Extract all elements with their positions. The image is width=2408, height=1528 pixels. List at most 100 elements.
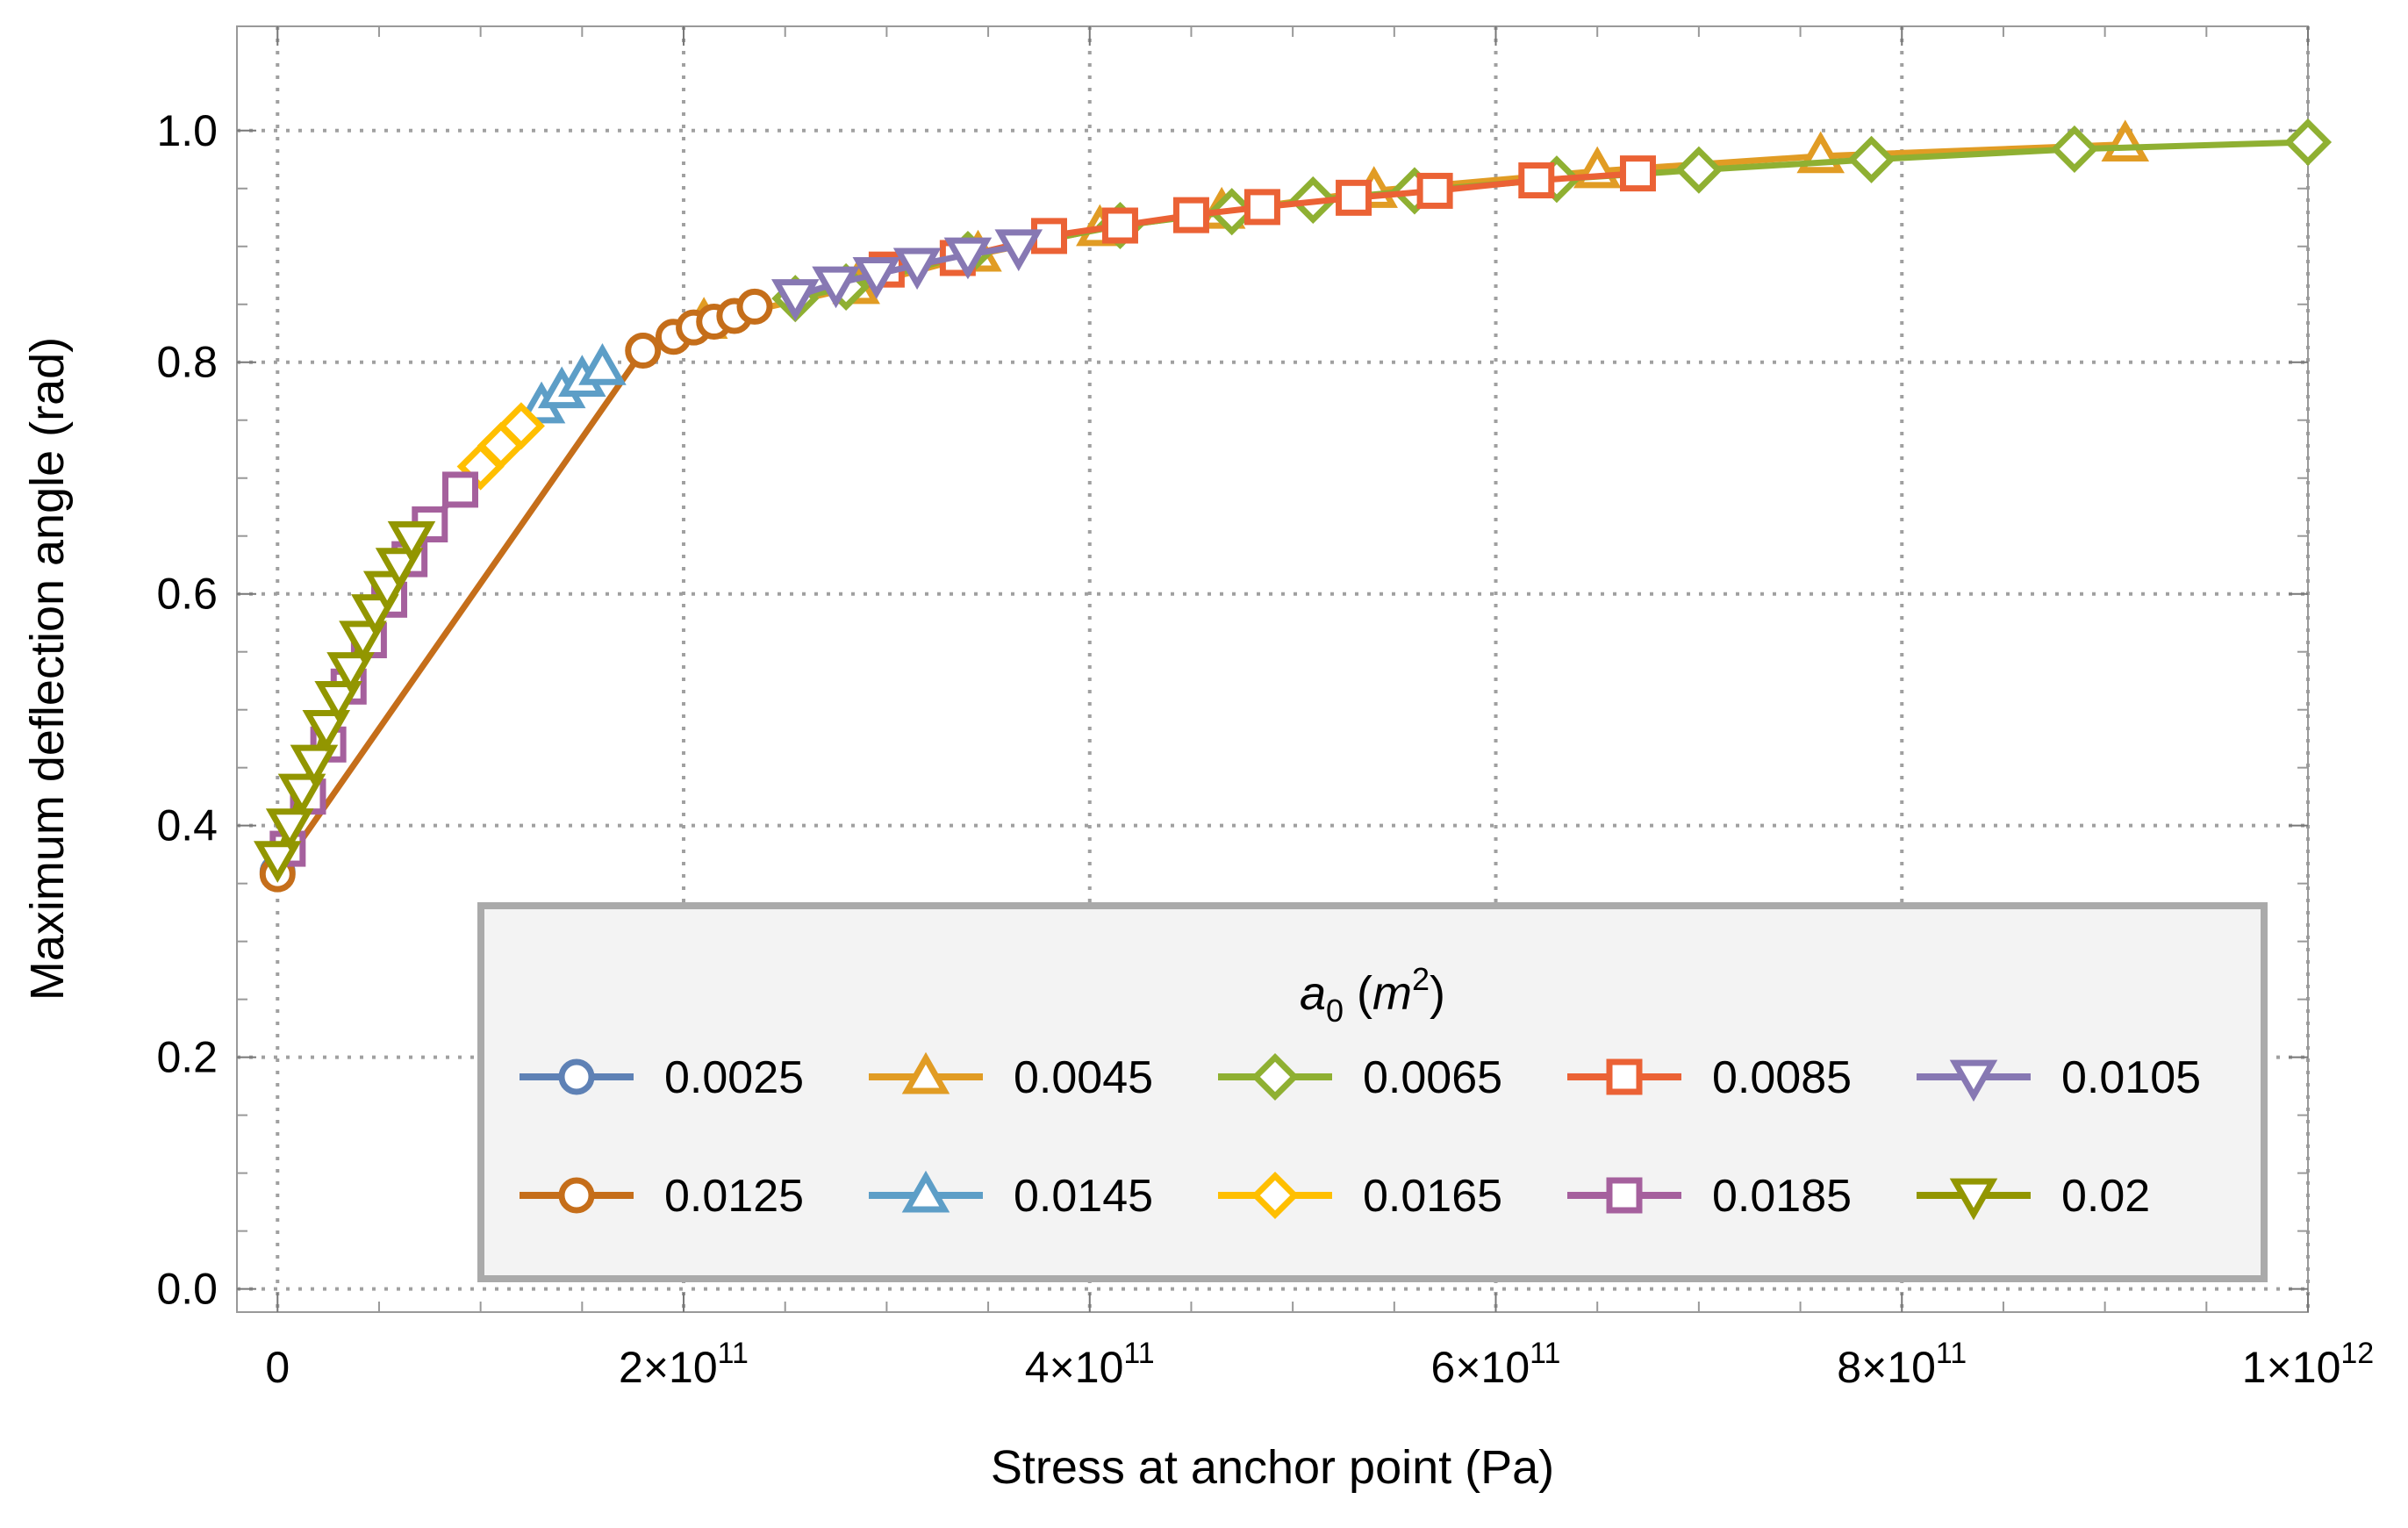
- data-point: [265, 808, 314, 850]
- data-point: [625, 333, 662, 369]
- data-point: [253, 841, 302, 883]
- series-0.0125: [259, 288, 773, 893]
- legend: a0 (m2) 0.0025 0.0045 0.0065 0.0085 0.0105 0.…: [477, 902, 2268, 1282]
- data-point: [339, 621, 387, 664]
- legend-label: 0.0105: [2061, 1052, 2201, 1103]
- series-0.0165: [456, 402, 545, 491]
- series-0.0105: [770, 229, 1043, 321]
- data-point: [375, 548, 424, 591]
- legend-entry-0.02: 0.02: [1917, 1171, 2150, 1222]
- data-point: [943, 237, 993, 280]
- x-axis-title: Stress at anchor point (Pa): [991, 1441, 1554, 1494]
- legend-swatch-marker: [1606, 1177, 1643, 1214]
- x-tick-label: 6×1011: [1431, 1337, 1561, 1392]
- data-point: [277, 773, 326, 816]
- data-point: [2050, 125, 2098, 173]
- legend-label: 0.0085: [1712, 1052, 1852, 1103]
- legend-entry-0.0025: 0.0025: [520, 1052, 804, 1103]
- data-point: [2283, 118, 2333, 167]
- y-tick-label: 0.6: [156, 570, 218, 619]
- x-tick-label: 1×1012: [2242, 1337, 2374, 1392]
- legend-entry-0.0145: 0.0145: [869, 1170, 1153, 1222]
- legend-swatch-marker: [558, 1177, 595, 1214]
- data-point: [1243, 189, 1280, 226]
- legend-entry-0.0045: 0.0045: [869, 1051, 1153, 1103]
- legend-title: a0 (m2): [1300, 961, 1445, 1029]
- x-tick-label-base: 6×10: [1431, 1343, 1530, 1392]
- legend-title-base: a: [1300, 967, 1326, 1020]
- data-point: [314, 681, 362, 723]
- legend-title-sub: 0: [1326, 993, 1344, 1029]
- data-point: [1619, 155, 1656, 192]
- data-point: [1030, 218, 1067, 255]
- legend-entry-0.0105: 0.0105: [1917, 1052, 2201, 1103]
- x-tick-label-base: 2×10: [619, 1343, 718, 1392]
- legend-label: 0.0025: [664, 1052, 804, 1103]
- axis-ticks: 0.00.20.40.60.81.00 2×1011 4×1011 6×1011 8×1…: [156, 26, 2374, 1392]
- y-tick-label: 0.0: [156, 1265, 218, 1314]
- legend-swatch-marker: [1949, 1178, 1998, 1221]
- data-point: [1518, 162, 1555, 199]
- data-point: [892, 247, 942, 291]
- legend-swatch-marker: [1949, 1059, 1998, 1102]
- data-point: [770, 279, 820, 321]
- series-group: [253, 118, 2333, 893]
- x-tick-label-exponent: 11: [1123, 1337, 1154, 1370]
- series-0.0145: [517, 343, 627, 424]
- legend-label: 0.0125: [664, 1171, 804, 1222]
- x-tick-label-base: 0: [265, 1343, 290, 1392]
- data-point: [302, 710, 351, 752]
- legend-swatch-marker: [901, 1170, 950, 1213]
- x-tick-label: 0: [265, 1343, 290, 1392]
- legend-title-unit-exp: 2: [1412, 961, 1430, 997]
- data-point: [994, 229, 1043, 272]
- legend-entry-0.0165: 0.0165: [1218, 1171, 1502, 1222]
- data-point: [1101, 207, 1138, 244]
- data-point: [578, 343, 627, 385]
- x-tick-label-base: 8×10: [1837, 1343, 1936, 1392]
- data-point: [1336, 179, 1372, 216]
- y-tick-label: 0.4: [156, 801, 218, 850]
- data-point: [442, 471, 479, 508]
- legend-label: 0.02: [2061, 1171, 2150, 1222]
- data-point: [326, 652, 375, 694]
- legend-label: 0.0145: [1014, 1171, 1153, 1222]
- legend-entry-0.0185: 0.0185: [1567, 1171, 1852, 1222]
- y-tick-label: 0.8: [156, 338, 218, 387]
- legend-label: 0.0065: [1363, 1052, 1502, 1103]
- plot-frame: [236, 25, 2309, 1313]
- legend-swatch-marker: [1251, 1052, 1300, 1101]
- data-point: [736, 288, 773, 325]
- x-tick-label-exponent: 11: [718, 1337, 749, 1370]
- legend-label: 0.0045: [1014, 1052, 1153, 1103]
- data-point: [1172, 197, 1209, 233]
- legend-label: 0.0185: [1712, 1171, 1852, 1222]
- legend-entry-0.0085: 0.0085: [1567, 1052, 1852, 1103]
- y-axis-title: Maximum deflection angle (rad): [21, 337, 74, 1001]
- y-tick-label: 1.0: [156, 106, 218, 155]
- legend-swatch-marker: [1606, 1058, 1643, 1095]
- x-tick-label-base: 1×10: [2242, 1343, 2341, 1392]
- legend-swatch-marker: [558, 1058, 595, 1095]
- legend-entry-0.0125: 0.0125: [520, 1171, 804, 1222]
- x-tick-label: 2×1011: [619, 1337, 749, 1392]
- x-tick-label: 4×1011: [1025, 1337, 1155, 1392]
- y-tick-label: 0.2: [156, 1033, 218, 1082]
- legend-box: [477, 902, 2268, 1282]
- x-tick-label-base: 4×10: [1025, 1343, 1124, 1392]
- data-point: [1847, 135, 1896, 183]
- legend-title-unit: m: [1372, 967, 1412, 1020]
- data-point: [1674, 146, 1723, 194]
- legend-label: 0.0165: [1363, 1171, 1502, 1222]
- x-tick-label: 8×1011: [1837, 1337, 1967, 1392]
- data-point: [1416, 172, 1453, 209]
- legend-swatch-marker: [1251, 1171, 1300, 1220]
- x-tick-label-exponent: 11: [1936, 1337, 1967, 1370]
- legend-entry-0.0065: 0.0065: [1218, 1052, 1502, 1103]
- x-tick-label-exponent: 12: [2340, 1337, 2374, 1370]
- data-point: [852, 257, 901, 299]
- data-point: [497, 402, 545, 450]
- series-0.02: [253, 520, 436, 883]
- data-point: [812, 266, 860, 309]
